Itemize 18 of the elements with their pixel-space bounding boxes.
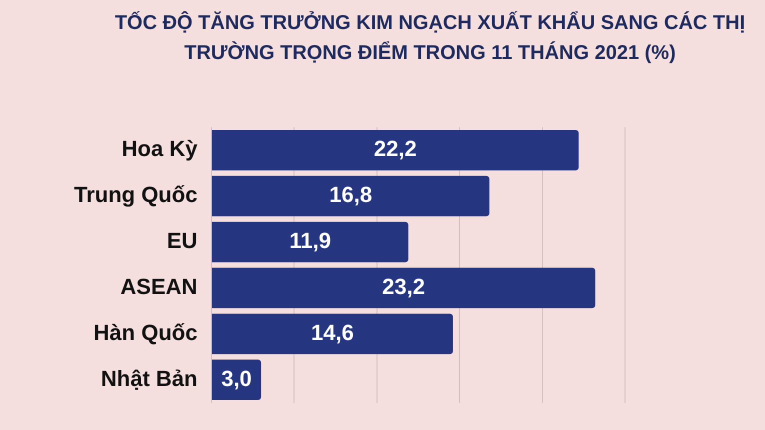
- y-tick-label: Nhật Bản: [100, 366, 198, 391]
- y-tick-label: Hàn Quốc: [94, 320, 198, 345]
- data-label: 16,8: [329, 182, 372, 208]
- data-label: 11,9: [289, 228, 331, 254]
- y-tick-label: ASEAN: [120, 274, 198, 300]
- y-tick-label: EU: [166, 228, 198, 254]
- data-label: 14,6: [311, 320, 354, 345]
- bar: [212, 130, 579, 170]
- bar: [212, 268, 596, 308]
- y-tick-label: Trung Quốc: [74, 182, 198, 208]
- data-label: 3,0: [221, 366, 252, 391]
- bar: [212, 222, 408, 262]
- bar: [212, 314, 453, 354]
- data-label: 23,2: [382, 274, 425, 300]
- y-tick-label: Hoa Kỳ: [122, 136, 198, 162]
- bar: [212, 176, 490, 216]
- chart-title: TỐC ĐỘ TĂNG TRƯỞNG KIM NGẠCH XUẤT KHẨU SANG CÁC THỊ TRƯỜNG TRỌNG ĐIỂM TRONG 11 THÁNG 2021 (%): [114, 10, 746, 66]
- data-label: 22,2: [374, 136, 417, 162]
